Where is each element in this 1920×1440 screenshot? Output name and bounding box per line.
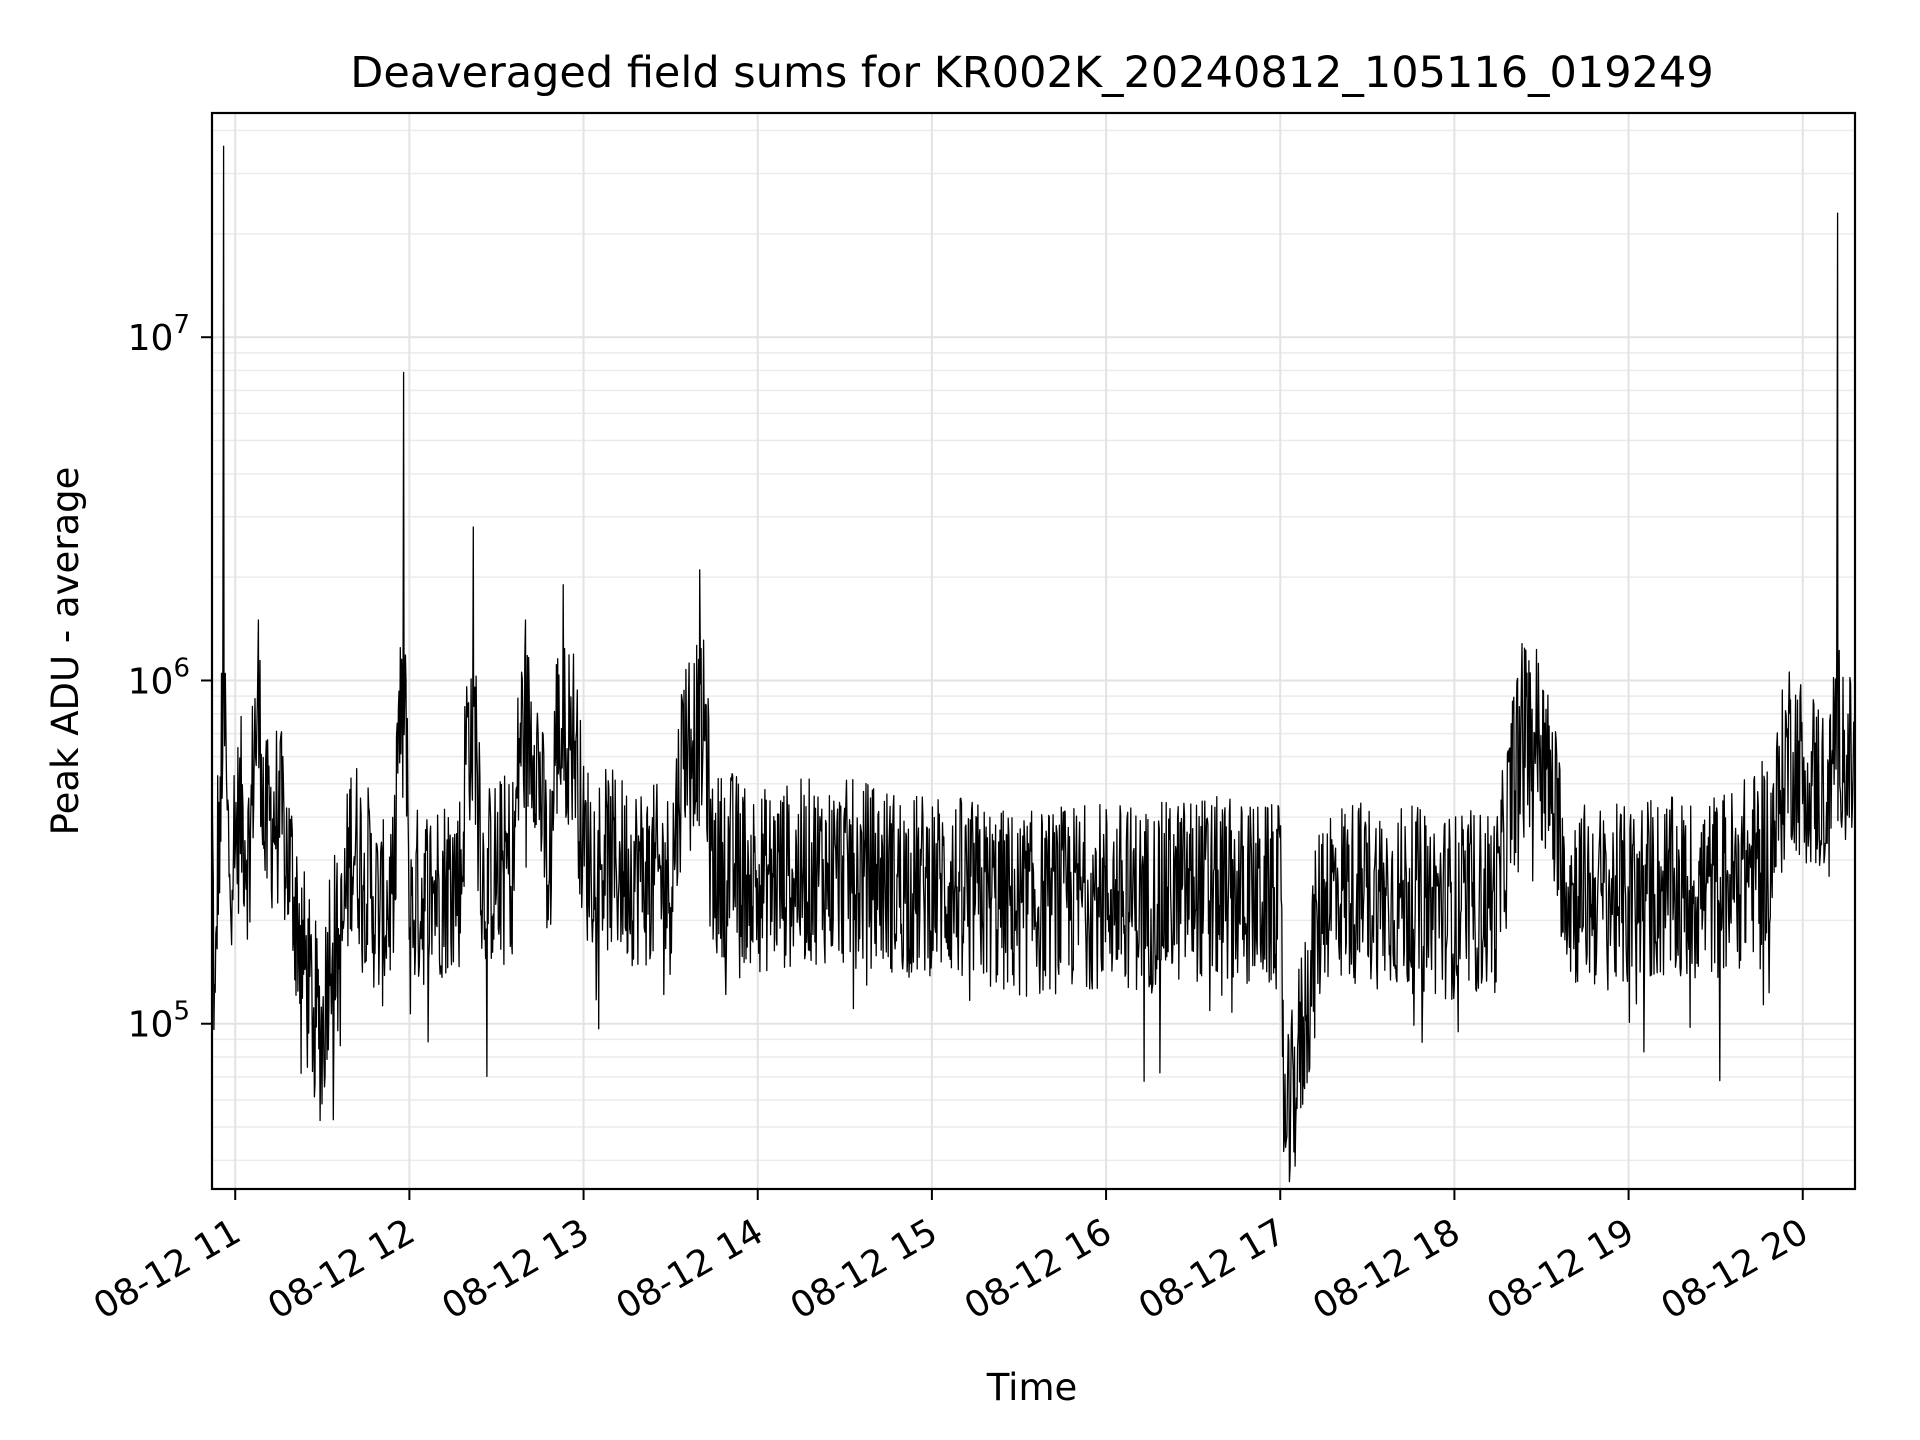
x-tick-label: 08-12 13 [435,1211,596,1327]
x-tick-label: 08-12 11 [87,1211,248,1327]
chart-title: Deaveraged field sums for KR002K_2024081… [350,48,1713,98]
x-tick-label: 08-12 16 [958,1211,1119,1327]
x-tick-label: 08-12 14 [610,1211,771,1327]
y-tick-label: 105 [128,997,190,1046]
x-tick-label: 08-12 19 [1480,1211,1641,1327]
y-axis-label: Peak ADU - average [44,467,87,836]
x-tick-label: 08-12 12 [261,1211,422,1327]
x-axis: 08-12 11 08-12 12 08-12 13 08-12 14 08-12 15… [87,1189,1815,1328]
grid [212,113,1855,1189]
plot-area-frame [210,111,1857,1191]
x-tick-label: 08-12 18 [1306,1211,1467,1327]
y-tick-label: 107 [128,310,190,359]
plot-series [211,145,1856,1183]
x-tick-label: 08-12 15 [784,1211,945,1327]
y-axis: 105 106 107 [128,310,212,1046]
series-line [211,145,1856,1183]
x-tick-label: 08-12 17 [1132,1211,1293,1327]
x-tick-label: 08-12 20 [1655,1211,1816,1327]
y-tick-label: 106 [128,653,190,702]
x-axis-label: Time [986,1366,1078,1409]
